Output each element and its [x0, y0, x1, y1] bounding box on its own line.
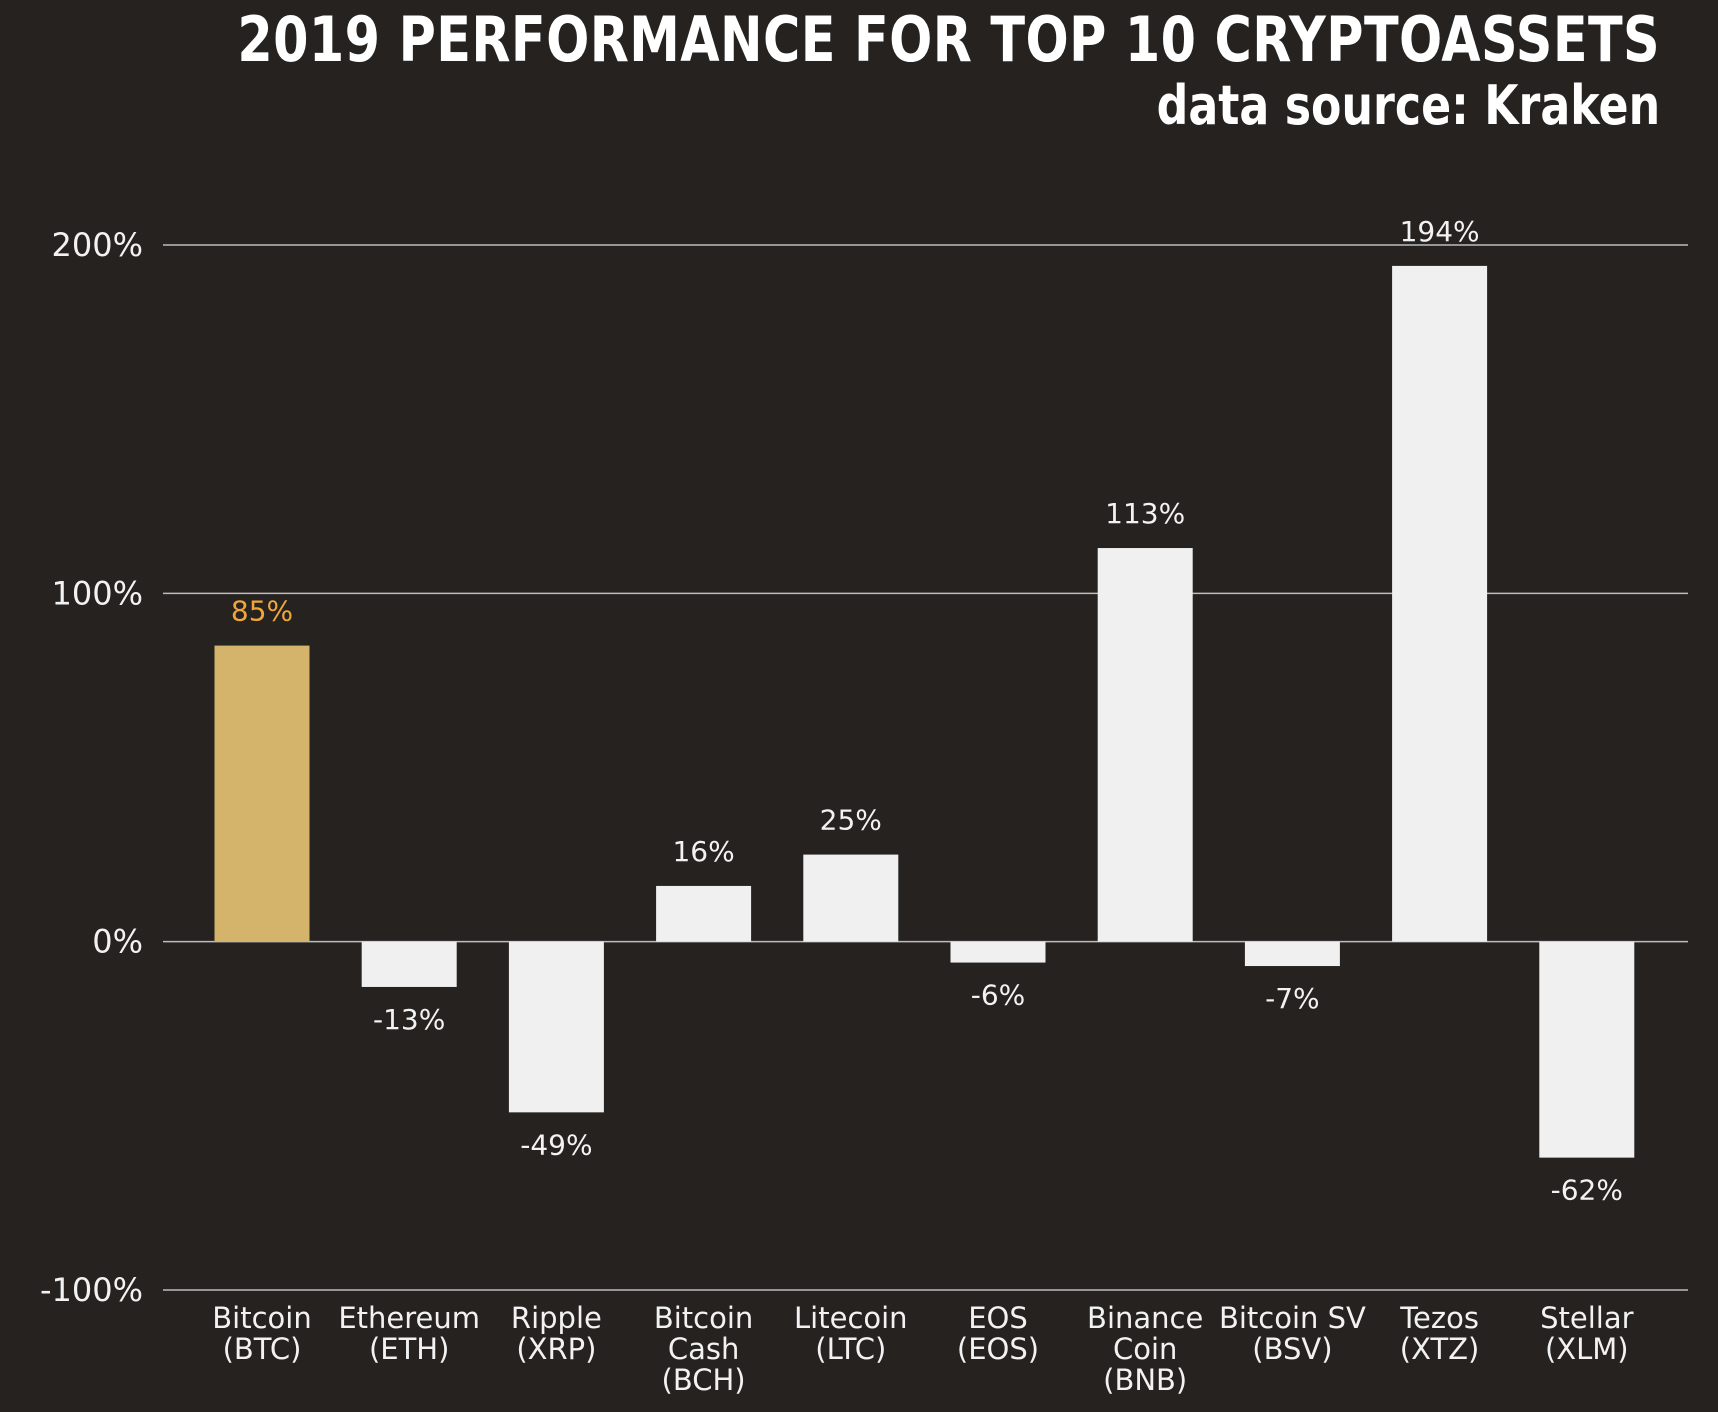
y-tick-label: 200% — [52, 226, 143, 264]
data-label: -62% — [1551, 1174, 1623, 1207]
x-tick-label: (BNB) — [1103, 1363, 1187, 1397]
x-tick-label: Binance — [1087, 1301, 1203, 1335]
bar — [361, 941, 457, 987]
x-tick-label: (ETH) — [369, 1332, 449, 1366]
y-tick-label: -100% — [40, 1271, 143, 1309]
bar — [508, 941, 604, 1113]
y-tick-label: 0% — [92, 923, 143, 961]
data-label: 85% — [231, 595, 293, 628]
x-tick-label: Ripple — [511, 1301, 602, 1335]
bar — [1244, 941, 1340, 967]
y-tick-label: 100% — [52, 574, 143, 612]
x-tick-label: Bitcoin — [212, 1301, 311, 1335]
bar — [950, 941, 1046, 963]
data-label: 25% — [820, 804, 882, 837]
x-tick-label: Litecoin — [794, 1301, 908, 1335]
data-label: -7% — [1265, 982, 1320, 1015]
bar — [1392, 265, 1488, 942]
data-label: 113% — [1105, 497, 1185, 530]
x-tick-label: (BSV) — [1252, 1332, 1332, 1366]
x-tick-label: (XRP) — [516, 1332, 596, 1366]
x-tick-label: Bitcoin — [654, 1301, 753, 1335]
chart-title: 2019 PERFORMANCE FOR TOP 10 CRYPTOASSETS — [237, 3, 1660, 76]
x-tick-label: (XTZ) — [1400, 1332, 1480, 1366]
data-label: 194% — [1400, 215, 1480, 248]
x-tick-label: Bitcoin SV — [1219, 1301, 1366, 1335]
bar — [656, 885, 752, 942]
x-tick-label: (XLM) — [1545, 1332, 1629, 1366]
chart-subtitle: data source: Kraken — [1156, 74, 1660, 137]
x-tick-label: EOS — [968, 1301, 1028, 1335]
data-label: -6% — [971, 979, 1026, 1012]
x-tick-label: (BCH) — [662, 1363, 746, 1397]
bar — [1097, 548, 1193, 942]
data-label: -13% — [373, 1003, 445, 1036]
bar — [803, 854, 899, 942]
x-tick-label: Coin — [1113, 1332, 1177, 1366]
bar — [1539, 941, 1635, 1158]
data-label: -49% — [520, 1128, 592, 1161]
title-block: 2019 PERFORMANCE FOR TOP 10 CRYPTOASSETS… — [237, 4, 1660, 136]
x-tick-label: (LTC) — [815, 1332, 886, 1366]
data-label: 16% — [672, 835, 734, 868]
x-tick-label: (EOS) — [957, 1332, 1039, 1366]
x-tick-label: Stellar — [1540, 1301, 1634, 1335]
x-tick-label: Tezos — [1399, 1301, 1479, 1335]
x-tick-label: Cash — [668, 1332, 740, 1366]
bar — [214, 645, 310, 942]
x-tick-label: (BTC) — [223, 1332, 302, 1366]
x-tick-label: Ethereum — [338, 1301, 480, 1335]
